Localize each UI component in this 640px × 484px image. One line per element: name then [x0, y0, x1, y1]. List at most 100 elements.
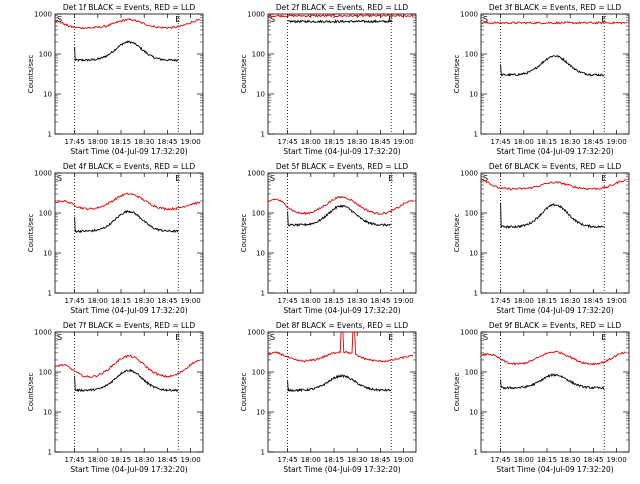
- x-tick-label: 18:00: [301, 456, 321, 464]
- end-marker-label: E: [175, 333, 180, 342]
- x-tick-label: 18:00: [514, 456, 534, 464]
- x-tick-label: 18:45: [583, 456, 603, 464]
- plot-frame: [54, 331, 204, 453]
- detector-panel: Det 3f BLACK = Events, RED = LLD 1 10 100 10…: [453, 3, 630, 156]
- x-tick-label: 18:45: [370, 456, 390, 464]
- y-tick-label: 10: [256, 250, 265, 258]
- y-tick-label: 100: [252, 369, 265, 377]
- x-tick-label: 18:15: [111, 138, 131, 146]
- x-tick-label: 18:15: [324, 456, 344, 464]
- y-tick-label: 100: [39, 369, 52, 377]
- x-tick-label: 18:45: [370, 297, 390, 305]
- lld-series-line: [55, 18, 201, 30]
- plot-frame: [54, 172, 204, 294]
- detector-panel: Det 4f BLACK = Events, RED = LLD 1 10 100 10…: [27, 162, 204, 315]
- x-tick-label: 19:00: [181, 297, 201, 305]
- x-axis-label: Start Time (04-Jul-09 17:32:20): [496, 147, 613, 156]
- x-tick-label: 18:30: [347, 456, 367, 464]
- y-tick-label: 100: [39, 51, 52, 59]
- y-tick-label: 10: [43, 409, 52, 417]
- y-tick-label: 10: [43, 91, 52, 99]
- y-tick-label: 1000: [460, 329, 478, 337]
- x-tick-label: 18:45: [583, 138, 603, 146]
- y-axis-label: Counts/sec: [453, 55, 461, 94]
- events-series-line: [287, 373, 392, 393]
- lld-series-line: [480, 350, 627, 366]
- y-axis-label: Counts/sec: [27, 373, 35, 412]
- x-tick-label: 17:45: [278, 297, 298, 305]
- lld-series-line: [480, 178, 627, 191]
- lld-series-line: [54, 192, 201, 211]
- x-tick-label: 17:45: [491, 456, 511, 464]
- y-tick-label: 100: [252, 210, 265, 218]
- panel-title: Det 5f BLACK = Events, RED = LLD: [276, 162, 409, 171]
- y-axis-label: Counts/sec: [453, 214, 461, 253]
- y-tick-label: 100: [465, 210, 478, 218]
- y-tick-label: 100: [465, 51, 478, 59]
- end-marker-label: E: [388, 333, 393, 342]
- x-axis-label: Start Time (04-Jul-09 17:32:20): [496, 465, 613, 474]
- y-tick-label: 1: [48, 449, 52, 457]
- y-tick-label: 1: [261, 449, 265, 457]
- x-tick-label: 17:45: [278, 456, 298, 464]
- end-marker-label: E: [388, 174, 393, 183]
- y-tick-label: 1000: [34, 329, 52, 337]
- plot-frame: [480, 13, 630, 135]
- end-marker-label: E: [601, 174, 606, 183]
- x-tick-label: 18:45: [157, 297, 177, 305]
- lld-series-line: [267, 13, 414, 18]
- x-tick-label: 18:15: [324, 138, 344, 146]
- x-tick-label: 18:15: [111, 456, 131, 464]
- y-tick-label: 1: [474, 449, 478, 457]
- x-tick-label: 17:45: [65, 138, 85, 146]
- y-tick-label: 1: [474, 290, 478, 298]
- start-marker-label: S: [483, 333, 488, 342]
- x-axis-label: Start Time (04-Jul-09 17:32:20): [283, 465, 400, 474]
- y-tick-label: 10: [469, 409, 478, 417]
- detector-panel: Det 5f BLACK = Events, RED = LLD 1 10 100 10…: [240, 162, 417, 315]
- x-tick-label: 17:45: [278, 138, 298, 146]
- x-tick-label: 18:00: [88, 138, 108, 146]
- x-tick-label: 18:00: [301, 138, 321, 146]
- x-tick-label: 18:00: [301, 297, 321, 305]
- plot-frame: [267, 172, 417, 294]
- detector-panel: Det 9f BLACK = Events, RED = LLD 1 10 100 10…: [453, 321, 630, 474]
- x-tick-label: 19:00: [181, 138, 201, 146]
- detector-panel: Det 8f BLACK = Events, RED = LLD 1 10 100 10…: [240, 321, 417, 474]
- start-marker-label: S: [270, 174, 275, 183]
- y-axis-label: Counts/sec: [240, 55, 248, 94]
- x-tick-label: 18:00: [514, 138, 534, 146]
- events-series-line: [74, 368, 179, 393]
- x-axis-label: Start Time (04-Jul-09 17:32:20): [70, 306, 187, 315]
- y-tick-label: 1: [48, 290, 52, 298]
- panel-title: Det 6f BLACK = Events, RED = LLD: [489, 162, 622, 171]
- events-series-line: [287, 19, 392, 24]
- x-tick-label: 18:15: [111, 297, 131, 305]
- x-tick-label: 19:00: [181, 456, 201, 464]
- x-tick-label: 18:45: [583, 297, 603, 305]
- plot-frame: [54, 13, 204, 135]
- x-tick-label: 19:00: [607, 138, 627, 146]
- x-axis-label: Start Time (04-Jul-09 17:32:20): [496, 306, 613, 315]
- panel-title: Det 9f BLACK = Events, RED = LLD: [489, 321, 622, 330]
- x-tick-label: 17:45: [65, 456, 85, 464]
- y-tick-label: 10: [469, 250, 478, 258]
- events-series-line: [500, 54, 605, 77]
- y-axis-label: Counts/sec: [27, 55, 35, 94]
- x-tick-label: 18:15: [537, 456, 557, 464]
- x-tick-label: 18:30: [560, 138, 580, 146]
- events-series-line: [500, 373, 605, 390]
- lld-series-line: [267, 331, 414, 363]
- events-series-line: [287, 204, 392, 227]
- panel-title: Det 3f BLACK = Events, RED = LLD: [489, 3, 622, 12]
- x-tick-label: 18:00: [88, 297, 108, 305]
- y-tick-label: 1: [474, 131, 478, 139]
- y-tick-label: 1000: [460, 170, 478, 178]
- x-tick-label: 19:00: [394, 456, 414, 464]
- start-marker-label: S: [270, 15, 275, 24]
- y-axis-label: Counts/sec: [453, 373, 461, 412]
- x-tick-label: 18:15: [537, 138, 557, 146]
- lld-series-line: [267, 195, 414, 216]
- panel-title: Det 2f BLACK = Events, RED = LLD: [276, 3, 409, 12]
